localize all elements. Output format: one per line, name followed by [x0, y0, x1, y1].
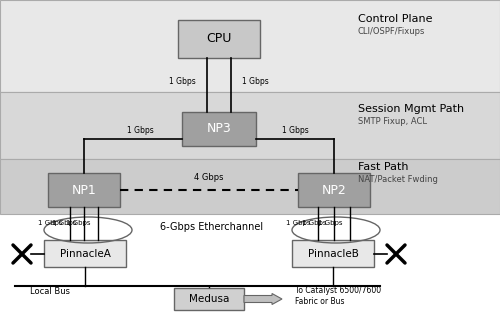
FancyBboxPatch shape [0, 0, 500, 92]
FancyBboxPatch shape [0, 92, 500, 159]
Text: CLI/OSPF/Fixups: CLI/OSPF/Fixups [358, 28, 426, 36]
Text: NP1: NP1 [72, 183, 96, 197]
FancyBboxPatch shape [292, 240, 374, 267]
FancyBboxPatch shape [298, 173, 370, 207]
FancyBboxPatch shape [44, 240, 126, 267]
Text: NAT/Packet Fwding: NAT/Packet Fwding [358, 175, 438, 183]
Text: SMTP Fixup, ACL: SMTP Fixup, ACL [358, 116, 427, 126]
Text: 1 Gbps: 1 Gbps [38, 220, 62, 226]
Text: NP2: NP2 [322, 183, 346, 197]
FancyBboxPatch shape [0, 159, 500, 214]
Text: 1 Gbps: 1 Gbps [286, 220, 310, 226]
Text: 1 Gbps: 1 Gbps [52, 220, 76, 226]
Text: PinnacleA: PinnacleA [60, 249, 110, 259]
Text: PinnacleB: PinnacleB [308, 249, 358, 259]
Text: 1 Gbps: 1 Gbps [126, 126, 154, 135]
FancyArrow shape [244, 294, 282, 305]
Text: 1 Gbps: 1 Gbps [242, 78, 269, 86]
FancyBboxPatch shape [178, 20, 260, 58]
Text: CPU: CPU [206, 33, 232, 46]
Text: 1 Gbps: 1 Gbps [318, 220, 342, 226]
Text: Fast Path: Fast Path [358, 162, 408, 172]
Text: 1 Gbps: 1 Gbps [282, 126, 308, 135]
Text: Session Mgmt Path: Session Mgmt Path [358, 104, 464, 114]
Text: Local Bus: Local Bus [30, 288, 70, 296]
FancyBboxPatch shape [182, 112, 256, 146]
Text: 1 Gbps: 1 Gbps [302, 220, 326, 226]
Text: 4 Gbps: 4 Gbps [194, 173, 224, 182]
FancyBboxPatch shape [48, 173, 120, 207]
FancyBboxPatch shape [174, 288, 244, 310]
Text: 1 Gbps: 1 Gbps [66, 220, 90, 226]
Text: Control Plane: Control Plane [358, 14, 432, 24]
Text: 1 Gbps: 1 Gbps [169, 78, 196, 86]
Text: NP3: NP3 [206, 122, 232, 136]
Text: To Catalyst 6500/7600
Fabric or Bus: To Catalyst 6500/7600 Fabric or Bus [295, 286, 381, 306]
Text: 6-Gbps Etherchannel: 6-Gbps Etherchannel [160, 222, 264, 232]
Text: Medusa: Medusa [189, 294, 229, 304]
